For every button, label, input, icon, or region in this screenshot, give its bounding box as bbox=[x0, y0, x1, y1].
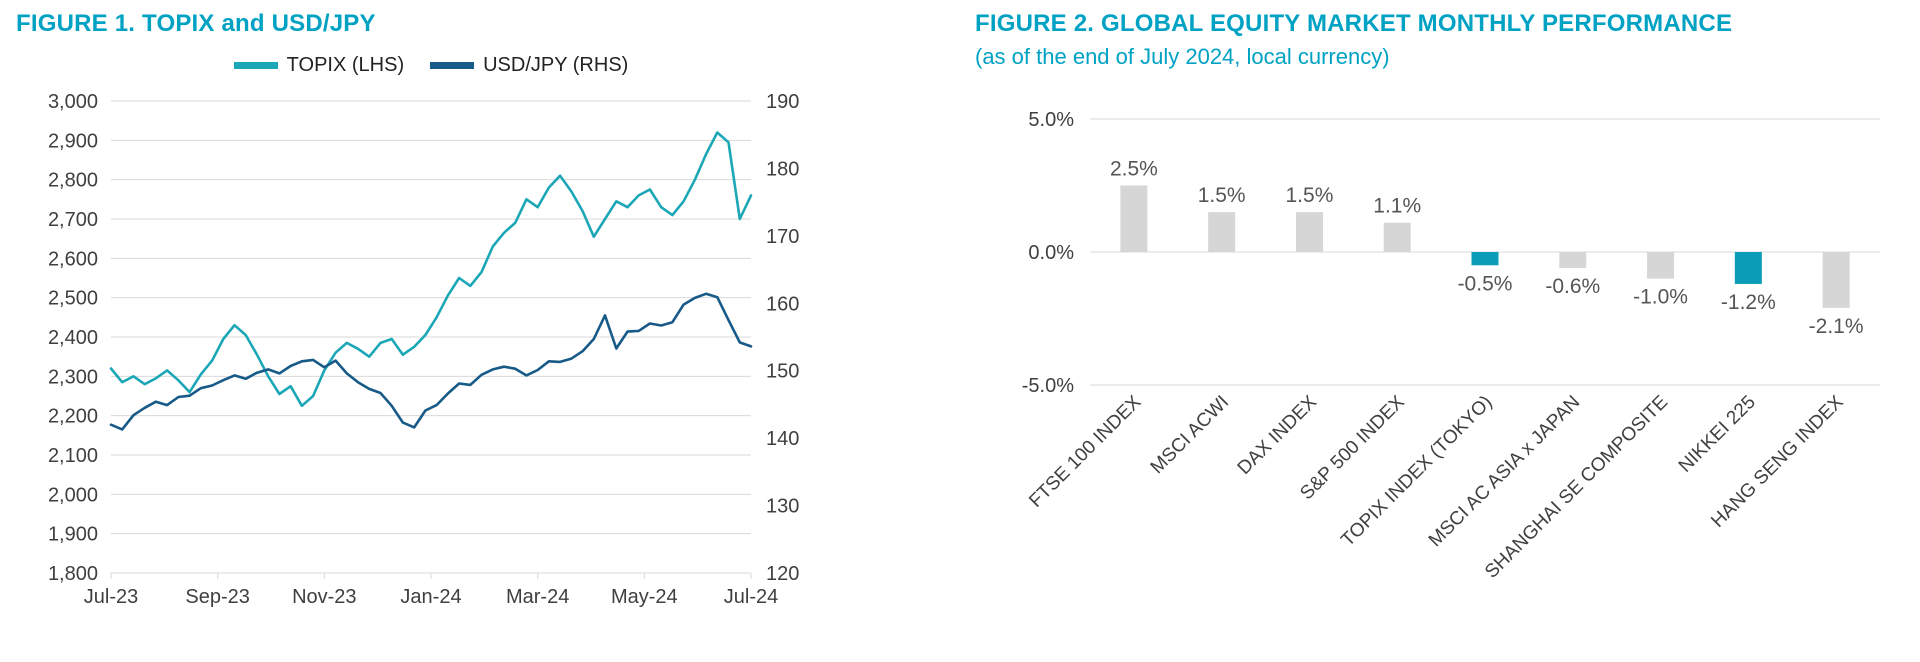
bar-nikkei-225 bbox=[1734, 252, 1762, 284]
right-tick-label: 180 bbox=[766, 158, 799, 180]
x-tick-label: May-24 bbox=[611, 586, 678, 608]
left-tick-label: 3,000 bbox=[48, 91, 98, 113]
category-label-msci-acwi: MSCI ACWI bbox=[1147, 392, 1234, 479]
category-label-topix-index-tokyo: TOPIX INDEX (TOKYO) bbox=[1337, 392, 1496, 551]
figure2-title: FIGURE 2. GLOBAL EQUITY MARKET MONTHLY P… bbox=[975, 10, 1733, 37]
topix-line-series bbox=[109, 131, 753, 408]
bar-hang-seng-index bbox=[1822, 252, 1850, 308]
y-tick-label: 0.0% bbox=[1028, 242, 1074, 264]
x-tick-label: Jul-24 bbox=[724, 586, 778, 608]
left-tick-label: 2,400 bbox=[48, 327, 98, 349]
fig2-y-axis-labels: 5.0% 0.0% -5.0% bbox=[1022, 109, 1074, 397]
legend-item-topix: TOPIX (LHS) bbox=[233, 54, 405, 77]
right-tick-label: 140 bbox=[766, 428, 799, 450]
x-tick-label: Jul-23 bbox=[84, 586, 138, 608]
value-label-dax-index: 1.5% bbox=[1286, 184, 1334, 207]
value-label-hang-seng-index: -2.1% bbox=[1809, 315, 1864, 338]
global-equity-bar-chart: 5.0% 0.0% -5.0% 2.5% 1.5% 1.5% 1.1% -0.5% -0.6% -… bbox=[975, 76, 1920, 586]
usdjpy-line-series bbox=[109, 292, 753, 431]
value-label-s-p-500-index: 1.1% bbox=[1373, 195, 1421, 218]
bar-dax-index bbox=[1295, 212, 1323, 252]
fig1-left-axis-labels: 1,800 1,900 2,000 2,100 2,200 2,300 2,400 2,500… bbox=[48, 91, 98, 585]
x-tick-label: Nov-23 bbox=[292, 586, 356, 608]
fig2-value-labels: 2.5% 1.5% 1.5% 1.1% -0.5% -0.6% -1.0% -1.2% -2.1… bbox=[1110, 158, 1864, 338]
right-tick-label: 120 bbox=[766, 563, 799, 585]
bar-msci-acwi bbox=[1208, 212, 1236, 252]
figure1-section: FIGURE 1. TOPIX and USD/JPY TOPIX (LHS) … bbox=[16, 10, 846, 633]
right-tick-label: 170 bbox=[766, 226, 799, 248]
x-tick-label: Sep-23 bbox=[185, 586, 250, 608]
left-tick-label: 2,700 bbox=[48, 209, 98, 231]
left-tick-label: 2,000 bbox=[48, 484, 98, 506]
category-label-shanghai-se-composite: SHANGHAI SE COMPOSITE bbox=[1481, 392, 1672, 581]
value-label-msci-ac-asia-x-japan: -0.6% bbox=[1545, 275, 1600, 298]
x-tick-label: Jan-24 bbox=[400, 586, 461, 608]
left-tick-label: 2,200 bbox=[48, 406, 98, 428]
left-tick-label: 2,600 bbox=[48, 248, 98, 270]
category-label-dax-index: DAX INDEX bbox=[1234, 391, 1321, 478]
fig1-line-chart-svg: 1,800 1,900 2,000 2,100 2,200 2,300 2,400 2,500… bbox=[48, 91, 799, 608]
fig1-gridlines bbox=[111, 100, 751, 574]
usdjpy-legend-swatch bbox=[430, 62, 475, 69]
figure1-title: FIGURE 1. TOPIX and USD/JPY bbox=[16, 10, 376, 37]
bar-ftse-100-index bbox=[1120, 185, 1148, 252]
fig2-bar-chart-svg: 5.0% 0.0% -5.0% 2.5% 1.5% 1.5% 1.1% -0.5% -0.6% -… bbox=[1022, 109, 1880, 583]
right-tick-label: 190 bbox=[766, 91, 799, 113]
legend-item-usdjpy: USD/JPY (RHS) bbox=[430, 54, 628, 77]
bar-msci-ac-asia-x-japan bbox=[1559, 252, 1587, 268]
figure1-legend: TOPIX (LHS) USD/JPY (RHS) bbox=[16, 54, 846, 77]
topix-legend-label: TOPIX (LHS) bbox=[286, 54, 405, 76]
y-tick-label: -5.0% bbox=[1022, 375, 1074, 397]
left-tick-label: 2,900 bbox=[48, 130, 98, 152]
right-tick-label: 160 bbox=[766, 293, 799, 315]
bar-s-p-500-index bbox=[1383, 222, 1411, 252]
fig1-x-axis-labels: Jul-23 Sep-23 Nov-23 Jan-24 Mar-24 May-24 Jul-… bbox=[84, 573, 778, 608]
figure2-section: FIGURE 2. GLOBAL EQUITY MARKET MONTHLY P… bbox=[975, 10, 1920, 586]
left-tick-label: 2,100 bbox=[48, 445, 98, 467]
left-tick-label: 2,300 bbox=[48, 366, 98, 388]
topix-legend-swatch bbox=[233, 62, 278, 69]
bar-shanghai-se-composite bbox=[1647, 252, 1675, 279]
fig1-right-axis-labels: 120 130 140 150 160 170 180 190 bbox=[766, 91, 799, 585]
x-tick-label: Mar-24 bbox=[506, 586, 569, 608]
left-tick-label: 2,500 bbox=[48, 288, 98, 310]
left-tick-label: 1,800 bbox=[48, 563, 98, 585]
value-label-ftse-100-index: 2.5% bbox=[1110, 158, 1158, 181]
y-tick-label: 5.0% bbox=[1028, 109, 1074, 131]
value-label-topix-index-tokyo: -0.5% bbox=[1458, 272, 1513, 295]
bar-topix-index-tokyo bbox=[1471, 252, 1499, 266]
left-tick-label: 2,800 bbox=[48, 170, 98, 192]
value-label-msci-acwi: 1.5% bbox=[1198, 184, 1246, 207]
left-tick-label: 1,900 bbox=[48, 524, 98, 546]
topix-usdjpy-line-chart: 1,800 1,900 2,000 2,100 2,200 2,300 2,400 2,500… bbox=[16, 83, 846, 633]
category-label-msci-ac-asia-x-japan: MSCI AC ASIA x JAPAN bbox=[1425, 392, 1584, 551]
fig2-bars bbox=[1120, 185, 1850, 308]
usdjpy-legend-label: USD/JPY (RHS) bbox=[483, 54, 629, 76]
category-label-ftse-100-index: FTSE 100 INDEX bbox=[1025, 391, 1145, 511]
right-tick-label: 130 bbox=[766, 496, 799, 518]
value-label-shanghai-se-composite: -1.0% bbox=[1633, 286, 1688, 309]
value-label-nikkei-225: -1.2% bbox=[1721, 291, 1776, 314]
category-label-nikkei-225: NIKKEI 225 bbox=[1675, 392, 1760, 477]
right-tick-label: 150 bbox=[766, 361, 799, 383]
figure2-subtitle: (as of the end of July 2024, local curre… bbox=[975, 44, 1390, 69]
